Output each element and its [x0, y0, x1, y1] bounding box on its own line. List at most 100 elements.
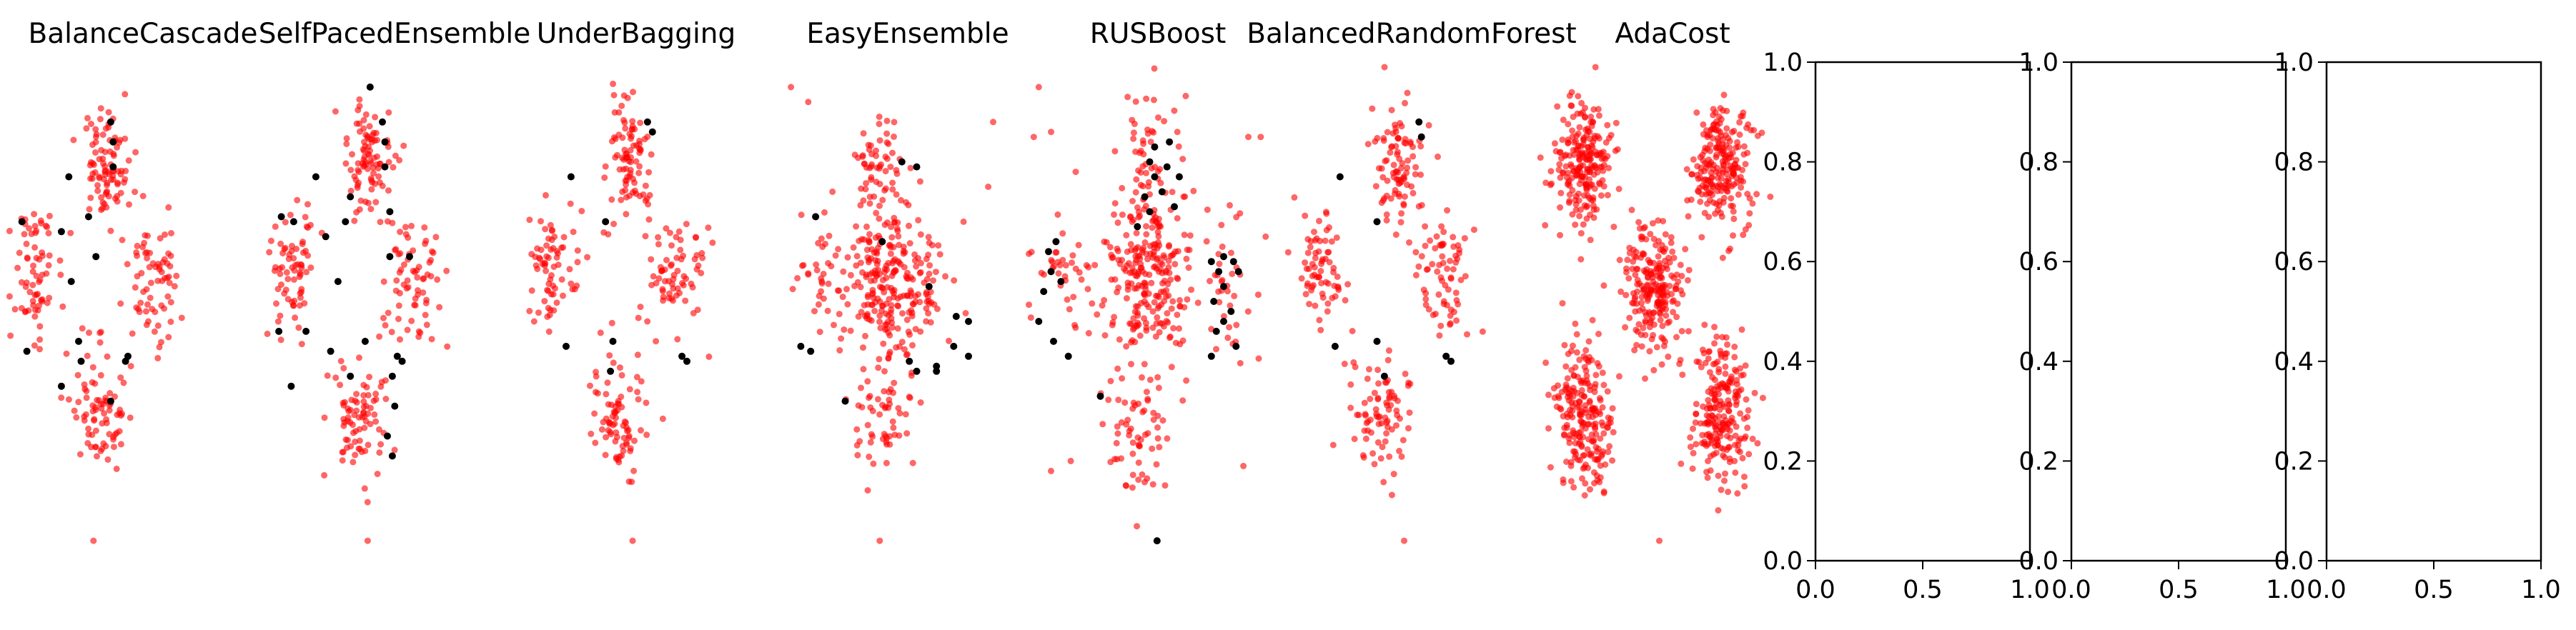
majority-point	[1130, 216, 1137, 224]
majority-point	[928, 299, 935, 306]
majority-point	[1111, 200, 1119, 207]
majority-point	[1745, 407, 1752, 414]
majority-point	[935, 242, 942, 249]
majority-point	[45, 230, 52, 236]
majority-point	[918, 259, 924, 266]
majority-point	[1257, 134, 1264, 141]
majority-point	[1324, 300, 1332, 307]
majority-point	[337, 358, 345, 364]
majority-point	[46, 294, 53, 301]
majority-point	[145, 318, 152, 325]
majority-point	[347, 166, 355, 174]
majority-point	[1564, 181, 1571, 188]
majority-point	[279, 264, 286, 271]
minority-point	[1417, 133, 1425, 141]
minority-point	[406, 253, 413, 261]
majority-point	[635, 169, 643, 176]
majority-point	[376, 333, 383, 340]
majority-point	[648, 151, 655, 158]
majority-point	[1670, 309, 1677, 316]
majority-point	[104, 353, 111, 360]
majority-point	[1410, 189, 1417, 196]
majority-point	[862, 333, 868, 339]
majority-point	[1744, 414, 1751, 421]
y-tick-label: 0.8	[2018, 149, 2059, 177]
majority-point	[367, 157, 374, 164]
majority-point	[1693, 441, 1700, 448]
majority-point	[89, 364, 96, 371]
majority-point	[611, 420, 618, 427]
majority-point	[1638, 299, 1645, 306]
majority-point	[1597, 411, 1604, 417]
majority-point	[611, 409, 618, 416]
minority-point	[84, 213, 92, 221]
majority-point	[364, 537, 371, 544]
majority-point	[670, 297, 676, 304]
majority-point	[560, 234, 568, 241]
majority-point	[1618, 288, 1625, 295]
majority-point	[622, 177, 629, 184]
majority-point	[86, 161, 94, 169]
majority-point	[862, 186, 869, 193]
majority-point	[1565, 121, 1572, 128]
minority-point	[388, 452, 396, 460]
majority-point	[660, 294, 667, 301]
majority-point	[1388, 106, 1395, 114]
majority-point	[1176, 303, 1184, 309]
majority-point	[1364, 375, 1371, 382]
majority-point	[836, 347, 843, 354]
majority-point	[354, 184, 361, 191]
majority-point	[87, 194, 94, 201]
majority-point	[142, 308, 149, 315]
minority-point	[327, 347, 335, 355]
majority-point	[1577, 411, 1584, 418]
majority-point	[816, 329, 823, 336]
majority-point	[1628, 206, 1635, 214]
majority-point	[1730, 208, 1737, 215]
majority-point	[1643, 312, 1650, 319]
majority-point	[1586, 451, 1593, 458]
majority-point	[1593, 472, 1600, 479]
majority-point	[372, 199, 380, 206]
majority-point	[805, 99, 812, 106]
majority-point	[1630, 258, 1637, 265]
majority-point	[132, 149, 139, 156]
majority-point	[1561, 341, 1568, 349]
majority-point	[1729, 203, 1736, 209]
y-tick-label: 1.0	[2274, 49, 2314, 77]
majority-point	[1367, 416, 1374, 424]
majority-point	[1740, 151, 1748, 158]
majority-point	[1592, 64, 1599, 71]
minority-point	[398, 357, 406, 365]
majority-point	[1308, 287, 1315, 294]
majority-point	[1315, 248, 1322, 255]
majority-point	[36, 346, 43, 353]
minority-point	[67, 278, 75, 286]
majority-point	[1136, 332, 1144, 339]
majority-point	[1722, 370, 1729, 377]
majority-point	[608, 319, 615, 326]
majority-point	[1731, 458, 1738, 464]
majority-point	[666, 290, 673, 297]
majority-point	[21, 309, 29, 316]
majority-point	[644, 318, 651, 325]
majority-point	[844, 301, 851, 308]
majority-point	[876, 298, 883, 305]
majority-point	[33, 272, 40, 279]
majority-point	[1678, 287, 1684, 294]
majority-point	[853, 441, 861, 449]
majority-point	[1447, 320, 1454, 327]
majority-point	[1227, 249, 1234, 256]
majority-point	[1610, 429, 1617, 436]
majority-point	[896, 410, 903, 417]
majority-point	[1578, 99, 1585, 106]
majority-point	[1404, 89, 1411, 96]
majority-point	[1134, 312, 1141, 319]
majority-point	[1139, 137, 1146, 144]
y-tick-label: 1.0	[2018, 49, 2059, 77]
majority-point	[626, 192, 633, 199]
majority-point	[553, 299, 560, 306]
majority-point	[147, 294, 154, 301]
majority-point	[1704, 145, 1711, 152]
